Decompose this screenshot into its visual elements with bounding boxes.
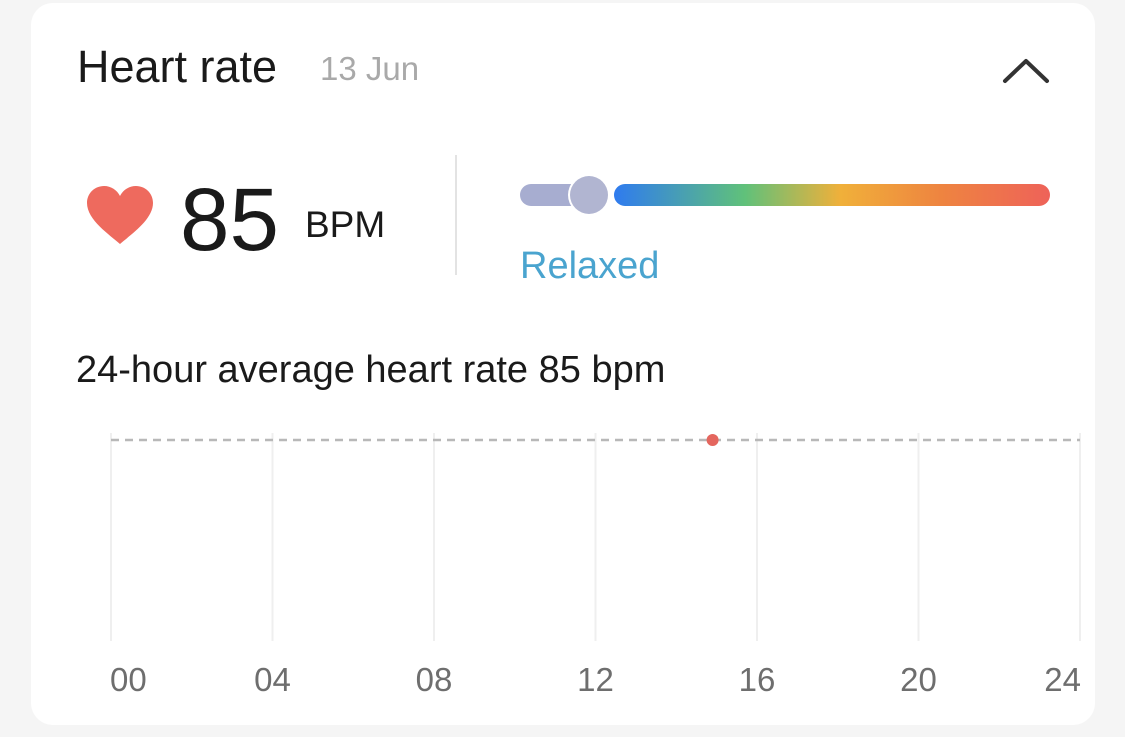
card-title: Heart rate bbox=[77, 41, 278, 92]
x-tick-label-08: 08 bbox=[416, 661, 453, 698]
heart-rate-zone-scale bbox=[520, 174, 1050, 216]
scale-gradient-segment bbox=[614, 184, 1050, 206]
x-tick-label-20: 20 bbox=[900, 661, 937, 698]
heart-icon bbox=[87, 186, 153, 244]
heart-rate-chart: 00 04 08 12 16 20 24 bbox=[110, 433, 1081, 698]
x-tick-label-24: 24 bbox=[1044, 661, 1081, 698]
x-tick-label-04: 04 bbox=[254, 661, 291, 698]
average-heart-rate-text: 24-hour average heart rate 85 bpm bbox=[76, 349, 666, 391]
divider bbox=[455, 155, 457, 275]
chevron-up-icon[interactable] bbox=[1001, 51, 1051, 87]
scale-knob-fill bbox=[570, 176, 608, 214]
x-tick-label-12: 12 bbox=[577, 661, 614, 698]
data-point-0 bbox=[706, 434, 719, 446]
heart-rate-unit: BPM bbox=[305, 204, 386, 245]
card-date: 13 Jun bbox=[320, 50, 420, 87]
x-tick-label-16: 16 bbox=[739, 661, 776, 698]
heart-rate-value: 85 bbox=[180, 169, 279, 269]
heart-rate-card: Heart rate 13 Jun 85 BPM Relaxed 24-hour… bbox=[31, 3, 1095, 725]
x-tick-label-00: 00 bbox=[110, 661, 147, 698]
heart-rate-zone-label: Relaxed bbox=[520, 245, 660, 287]
